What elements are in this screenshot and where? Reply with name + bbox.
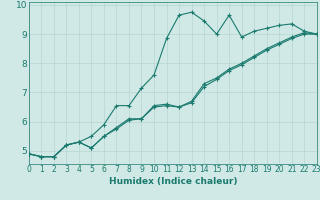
X-axis label: Humidex (Indice chaleur): Humidex (Indice chaleur) — [108, 177, 237, 186]
